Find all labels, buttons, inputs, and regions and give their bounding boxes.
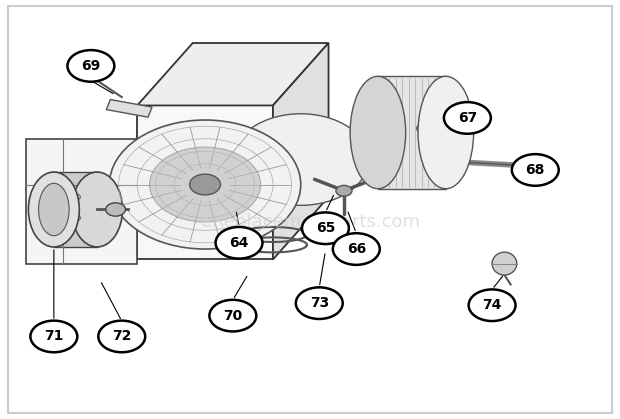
Circle shape: [469, 290, 516, 321]
Circle shape: [30, 321, 78, 352]
Text: 66: 66: [347, 242, 366, 256]
Circle shape: [233, 114, 369, 205]
Circle shape: [512, 154, 559, 186]
Bar: [54, 172, 97, 247]
Ellipse shape: [350, 76, 405, 189]
Circle shape: [333, 233, 379, 265]
Circle shape: [417, 123, 432, 133]
Text: 68: 68: [526, 163, 545, 177]
Circle shape: [68, 50, 114, 82]
Polygon shape: [273, 43, 329, 259]
Ellipse shape: [71, 172, 123, 247]
Bar: [106, 100, 152, 117]
Circle shape: [336, 185, 352, 196]
Polygon shape: [137, 106, 273, 259]
Ellipse shape: [418, 76, 474, 189]
Ellipse shape: [29, 172, 79, 247]
Text: eReplacementParts.com: eReplacementParts.com: [200, 213, 420, 231]
Polygon shape: [26, 139, 137, 264]
Bar: [378, 76, 446, 189]
Text: 70: 70: [223, 309, 242, 323]
Circle shape: [302, 212, 349, 244]
Circle shape: [71, 215, 81, 221]
Circle shape: [444, 102, 491, 134]
Polygon shape: [137, 43, 329, 106]
Circle shape: [216, 227, 262, 259]
Text: 74: 74: [482, 298, 502, 312]
Text: 71: 71: [44, 329, 63, 344]
Text: 64: 64: [229, 236, 249, 250]
Circle shape: [109, 120, 301, 249]
Ellipse shape: [492, 252, 516, 275]
Circle shape: [296, 287, 343, 319]
Ellipse shape: [38, 183, 69, 236]
Circle shape: [105, 203, 125, 216]
Text: 67: 67: [458, 111, 477, 125]
Circle shape: [210, 300, 256, 331]
Text: 65: 65: [316, 221, 335, 235]
Text: 72: 72: [112, 329, 131, 344]
Circle shape: [71, 194, 81, 200]
Circle shape: [149, 147, 260, 222]
Text: 69: 69: [81, 59, 100, 73]
Text: 73: 73: [309, 296, 329, 310]
Circle shape: [190, 174, 221, 195]
Circle shape: [99, 321, 145, 352]
